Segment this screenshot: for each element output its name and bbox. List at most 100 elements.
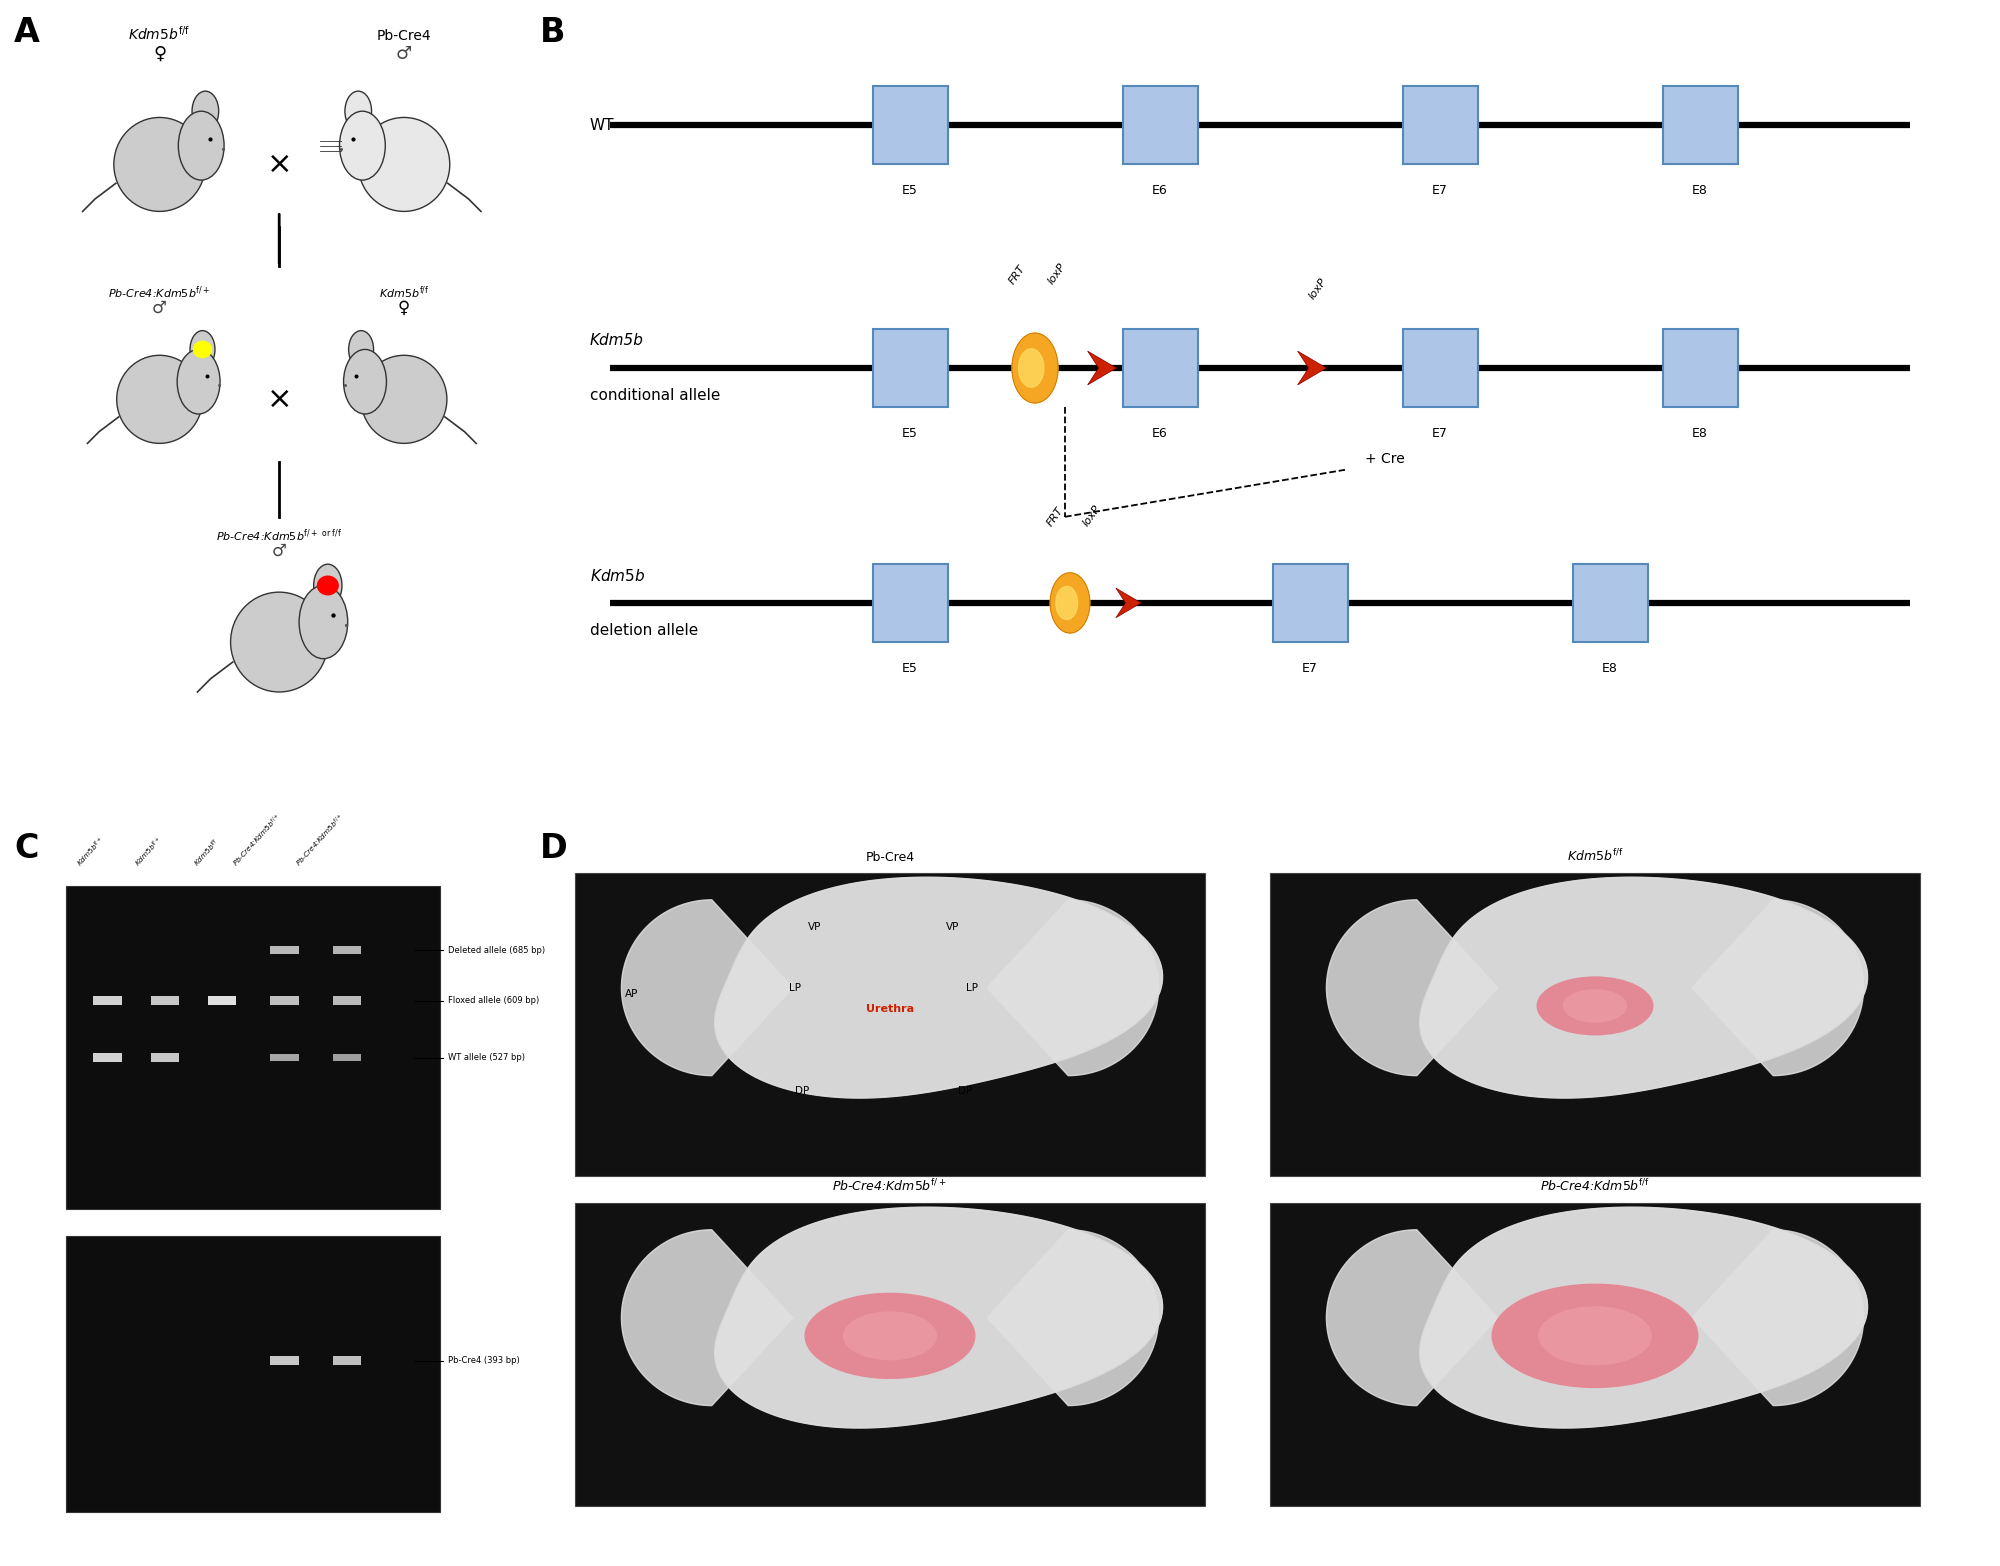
FancyBboxPatch shape (332, 946, 362, 954)
Polygon shape (1116, 589, 1142, 617)
Circle shape (178, 349, 220, 413)
Text: B: B (540, 16, 566, 49)
Circle shape (190, 330, 214, 368)
Text: ×: × (266, 385, 292, 413)
Text: Pb-Cre4:$Kdm5b^{\rm f/f}$: Pb-Cre4:$Kdm5b^{\rm f/f}$ (1540, 1179, 1650, 1195)
Polygon shape (714, 877, 1162, 1098)
Ellipse shape (192, 341, 212, 359)
Text: E7: E7 (1432, 183, 1448, 197)
Text: $Kdm5b^{\rm f/f}$: $Kdm5b^{\rm f/f}$ (128, 25, 190, 42)
Text: Deleted allele (685 bp): Deleted allele (685 bp) (448, 946, 546, 955)
Text: D: D (540, 832, 568, 864)
Ellipse shape (1538, 1306, 1652, 1366)
Ellipse shape (842, 1311, 938, 1361)
Polygon shape (1420, 1207, 1868, 1428)
FancyBboxPatch shape (1572, 564, 1648, 642)
Text: Kdm5b: Kdm5b (590, 334, 644, 348)
Text: FRT: FRT (1044, 506, 1066, 529)
FancyBboxPatch shape (332, 1054, 362, 1062)
FancyBboxPatch shape (1272, 564, 1348, 642)
FancyBboxPatch shape (1402, 86, 1478, 164)
Circle shape (348, 330, 374, 368)
Polygon shape (1088, 351, 1116, 385)
Text: E8: E8 (1692, 426, 1708, 440)
Text: LP: LP (966, 983, 978, 993)
Polygon shape (1018, 349, 1044, 387)
FancyBboxPatch shape (94, 996, 122, 1005)
Ellipse shape (358, 117, 450, 211)
Text: $Kdm5b^{\rm f/f}$: $Kdm5b^{\rm f/f}$ (192, 836, 222, 869)
Polygon shape (1692, 1229, 1864, 1406)
FancyBboxPatch shape (208, 996, 236, 1005)
Text: A: A (14, 16, 40, 49)
Polygon shape (622, 1229, 792, 1406)
Circle shape (344, 349, 386, 413)
Ellipse shape (804, 1292, 976, 1380)
Text: DP: DP (958, 1085, 972, 1096)
Polygon shape (988, 900, 1158, 1076)
Polygon shape (714, 1207, 1162, 1428)
FancyBboxPatch shape (270, 996, 298, 1005)
Polygon shape (1298, 351, 1326, 385)
Circle shape (344, 91, 372, 132)
FancyBboxPatch shape (150, 1054, 180, 1062)
Text: E6: E6 (1152, 183, 1168, 197)
Circle shape (314, 564, 342, 606)
Text: ♂: ♂ (272, 542, 286, 559)
Text: $Kdm5b^{\rm f/+}$: $Kdm5b^{\rm f/+}$ (132, 835, 164, 869)
FancyBboxPatch shape (270, 1054, 298, 1062)
Text: Pb-Cre4:$Kdm5b^{\rm f/+}$: Pb-Cre4:$Kdm5b^{\rm f/+}$ (832, 1179, 948, 1195)
FancyBboxPatch shape (1662, 86, 1738, 164)
FancyBboxPatch shape (576, 872, 1204, 1176)
Text: E8: E8 (1692, 183, 1708, 197)
FancyBboxPatch shape (1122, 86, 1198, 164)
Polygon shape (1326, 1229, 1498, 1406)
Polygon shape (988, 1229, 1158, 1406)
Text: VP: VP (946, 922, 960, 932)
Text: WT: WT (590, 117, 614, 133)
FancyBboxPatch shape (94, 1054, 122, 1062)
Polygon shape (1056, 586, 1078, 620)
Text: $Kdm5b^{\rm f/f}$: $Kdm5b^{\rm f/f}$ (1566, 849, 1624, 864)
Text: Pb-Cre4 (393 bp): Pb-Cre4 (393 bp) (448, 1356, 520, 1366)
Polygon shape (1420, 877, 1868, 1098)
Circle shape (340, 111, 386, 180)
Text: ♂: ♂ (152, 299, 168, 316)
Text: loxP: loxP (1308, 277, 1328, 301)
Text: Pb-Cre4: Pb-Cre4 (376, 30, 432, 42)
Text: Urethra: Urethra (866, 1004, 914, 1013)
Polygon shape (622, 900, 792, 1076)
Text: AP: AP (626, 988, 638, 999)
Text: ♂: ♂ (396, 45, 412, 63)
Text: ♀: ♀ (398, 299, 410, 316)
Text: ♀: ♀ (154, 45, 166, 63)
Text: E5: E5 (902, 183, 918, 197)
Text: E5: E5 (902, 661, 918, 675)
FancyBboxPatch shape (1662, 329, 1738, 407)
FancyBboxPatch shape (150, 996, 180, 1005)
FancyBboxPatch shape (66, 1236, 440, 1513)
Ellipse shape (316, 575, 338, 595)
FancyBboxPatch shape (872, 86, 948, 164)
Text: E7: E7 (1432, 426, 1448, 440)
Ellipse shape (362, 355, 446, 443)
FancyBboxPatch shape (270, 1356, 298, 1366)
Ellipse shape (1536, 976, 1654, 1035)
Ellipse shape (116, 355, 202, 443)
Text: Floxed allele (609 bp): Floxed allele (609 bp) (448, 996, 540, 1005)
FancyBboxPatch shape (872, 329, 948, 407)
Polygon shape (1050, 573, 1090, 633)
Text: Pb-Cre4: Pb-Cre4 (866, 852, 914, 864)
Text: $Kdm5b^{\rm f/f}$: $Kdm5b^{\rm f/f}$ (378, 285, 430, 301)
Text: E8: E8 (1602, 661, 1618, 675)
Ellipse shape (230, 592, 328, 692)
Text: DP: DP (794, 1085, 808, 1096)
Text: loxP: loxP (1046, 262, 1068, 285)
FancyBboxPatch shape (1270, 1203, 1920, 1505)
Ellipse shape (1562, 990, 1628, 1023)
FancyBboxPatch shape (1270, 872, 1920, 1176)
Text: E7: E7 (1302, 661, 1318, 675)
Text: E6: E6 (1152, 426, 1168, 440)
Text: FRT: FRT (1006, 263, 1028, 285)
FancyBboxPatch shape (270, 946, 298, 954)
